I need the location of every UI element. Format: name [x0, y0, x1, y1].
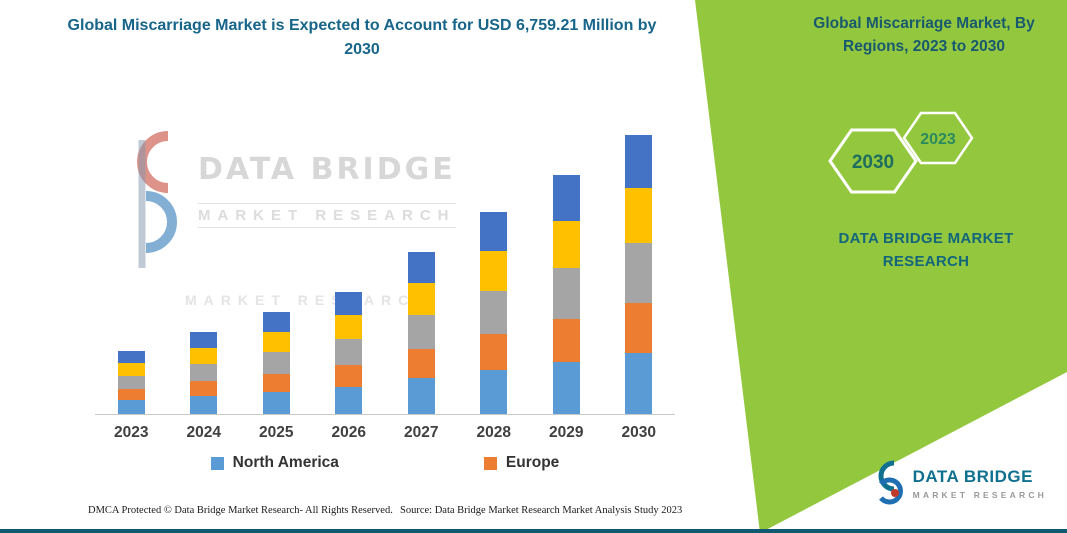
- legend-label: North America: [232, 454, 339, 471]
- bar-segment: [625, 303, 653, 353]
- bar-segment: [262, 392, 290, 414]
- bar-segment: [117, 400, 145, 414]
- footer-dmca-text: DMCA Protected © Data Bridge Market Rese…: [88, 505, 393, 516]
- x-axis-labels: 2023 2024 2025 2026 2027 2028 2029 2030: [95, 424, 675, 442]
- bar-slot: [458, 125, 531, 414]
- bar-segment: [117, 351, 145, 363]
- stacked-bar-2030: [625, 135, 653, 414]
- x-axis-label: 2029: [549, 424, 584, 441]
- x-axis-label: 2025: [259, 424, 294, 441]
- x-axis-label: 2024: [186, 424, 221, 441]
- bar-segment: [480, 370, 508, 414]
- bar-segment: [407, 315, 435, 349]
- bar-slot: [603, 125, 676, 414]
- bar-segment: [190, 364, 218, 381]
- bar-segment: [190, 348, 218, 364]
- legend-label: Europe: [505, 454, 560, 471]
- stacked-bar-2023: [117, 351, 145, 414]
- dbmr-logo: DATA BRIDGE MARKET RESEARCH: [870, 460, 1047, 506]
- bottom-border: [0, 529, 1067, 533]
- hexagon-2030-label: 2030: [852, 152, 894, 173]
- stacked-bar-2025: [262, 312, 290, 414]
- bar-segment: [407, 349, 435, 378]
- dbmr-logo-tagline: MARKET RESEARCH: [912, 489, 1047, 500]
- x-axis-label: 2026: [331, 424, 366, 441]
- bar-slot: [168, 125, 241, 414]
- bar-segment: [625, 188, 653, 243]
- stacked-bar-2029: [552, 175, 580, 414]
- bar-segment: [190, 396, 218, 414]
- bar-segment: [480, 291, 508, 334]
- watermark: DATA BRIDGE MARKET RESEARCH: [128, 130, 456, 280]
- bar-slot: [385, 125, 458, 414]
- panel-title: Global Miscarriage Market, By Regions, 2…: [813, 15, 1035, 56]
- stacked-bar-2027: [407, 252, 435, 414]
- bar-group: [95, 125, 675, 414]
- watermark-line3: MARKET RESEARCH: [185, 292, 433, 308]
- bar-segment: [552, 362, 580, 414]
- bar-segment: [117, 363, 145, 376]
- bar-segment: [335, 339, 363, 365]
- page-title: Global Miscarriage Market is Expected to…: [67, 17, 657, 58]
- legend-swatch: [483, 456, 497, 470]
- chart-legend: North America Europe: [95, 454, 675, 472]
- legend-swatch: [210, 456, 224, 470]
- hexagon-group: 2030 2023: [828, 111, 974, 194]
- x-axis-label: 2023: [114, 424, 149, 441]
- hexagon-2023: 2023: [902, 111, 974, 165]
- bar-segment: [480, 251, 508, 291]
- bar-segment: [335, 292, 363, 315]
- bar-segment: [407, 283, 435, 315]
- bar-slot: [313, 125, 386, 414]
- hexagon-2030: 2030: [828, 128, 918, 194]
- stacked-bar-2028: [480, 212, 508, 414]
- bar-segment: [335, 315, 363, 339]
- bar-segment: [190, 381, 218, 396]
- legend-item: North America: [210, 454, 339, 472]
- bar-segment: [552, 221, 580, 268]
- dbmr-logo-text: DATA BRIDGE MARKET RESEARCH: [913, 467, 1047, 500]
- watermark-logo-icon: [137, 131, 177, 268]
- stacked-bar-2026: [335, 292, 363, 414]
- legend-item: Europe: [483, 454, 560, 472]
- bar-segment: [262, 312, 290, 332]
- x-axis-label: 2027: [404, 424, 439, 441]
- x-axis-label: 2030: [621, 424, 656, 441]
- bar-segment: [552, 175, 580, 221]
- panel-brand-text: DATA BRIDGE MARKET RESEARCH: [838, 230, 1014, 270]
- bar-segment: [262, 352, 290, 374]
- bar-segment: [117, 389, 145, 400]
- bar-slot: [530, 125, 603, 414]
- bar-segment: [625, 135, 653, 188]
- watermark-line1: DATA BRIDGE: [198, 152, 456, 187]
- bar-segment: [407, 252, 435, 283]
- hexagon-2023-label: 2023: [920, 131, 956, 148]
- x-axis-label: 2028: [476, 424, 511, 441]
- dbmr-logo-icon: [878, 460, 903, 505]
- bar-segment: [190, 332, 218, 348]
- bar-segment: [625, 353, 653, 414]
- bar-segment: [552, 268, 580, 319]
- bar-segment: [262, 374, 290, 392]
- watermark-text: DATA BRIDGE MARKET RESEARCH: [198, 130, 456, 228]
- bar-segment: [407, 378, 435, 414]
- bar-segment: [262, 332, 290, 352]
- bar-segment: [480, 334, 508, 370]
- dbmr-logo-name: DATA BRIDGE: [912, 466, 1033, 486]
- watermark-line2: MARKET RESEARCH: [198, 203, 456, 228]
- bar-segment: [552, 319, 580, 362]
- chart-plot-area: [95, 125, 675, 415]
- bar-slot: [95, 125, 168, 414]
- bar-segment: [335, 365, 363, 387]
- bar-segment: [117, 376, 145, 389]
- bar-slot: [240, 125, 313, 414]
- bar-segment: [480, 212, 508, 251]
- bar-segment: [335, 387, 363, 414]
- stacked-bar-2024: [190, 332, 218, 414]
- footer-source-text: Source: Data Bridge Market Research Mark…: [400, 505, 683, 516]
- bar-segment: [625, 243, 653, 303]
